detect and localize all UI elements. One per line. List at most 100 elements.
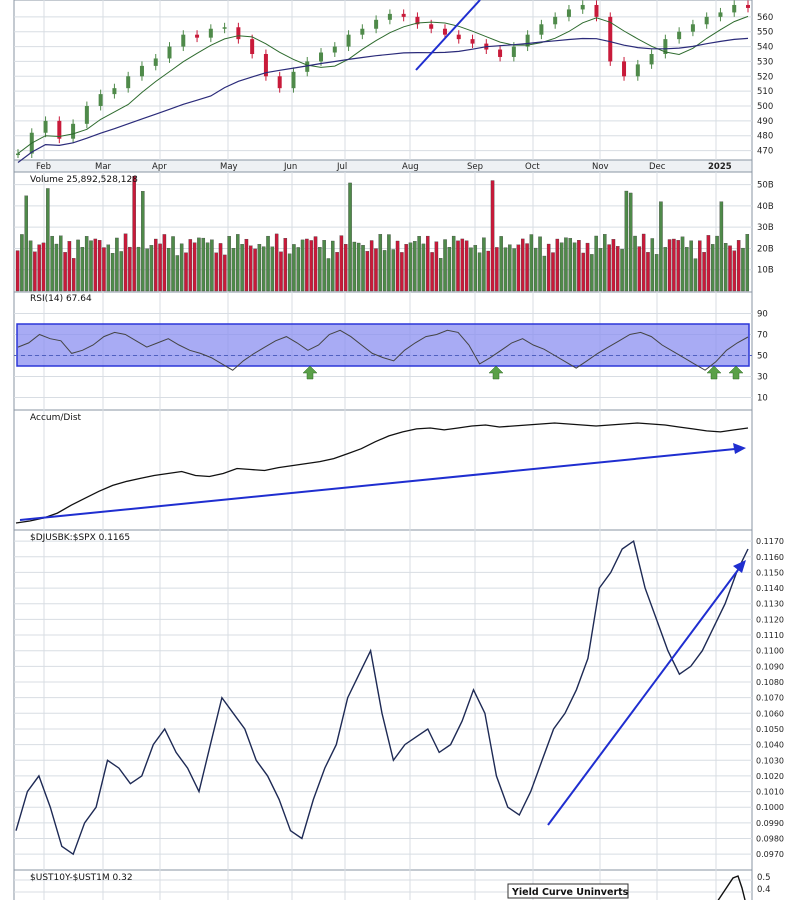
- volume-bar: [728, 245, 732, 292]
- price-candle: [167, 46, 172, 59]
- price-tick-label: 490: [757, 117, 773, 127]
- volume-bar: [650, 238, 655, 292]
- volume-bar: [685, 247, 689, 292]
- volume-bar: [361, 245, 365, 292]
- volume-bar: [607, 244, 611, 292]
- price-tick-label: 510: [757, 87, 773, 97]
- volume-bar: [521, 238, 525, 292]
- volume-bar: [443, 239, 447, 292]
- volume-bar: [218, 243, 223, 292]
- volume-bar: [572, 242, 577, 292]
- price-candle: [470, 39, 475, 44]
- volume-bar: [581, 252, 585, 292]
- price-candle: [401, 13, 406, 17]
- volume-bar: [162, 234, 167, 292]
- volume-bar: [166, 247, 171, 292]
- volume-bar: [624, 190, 629, 292]
- price-tick-label: 530: [757, 57, 773, 67]
- month-label: Jun: [283, 162, 297, 172]
- volume-bar: [84, 236, 89, 292]
- price-candle: [525, 34, 530, 47]
- volume-bar: [231, 248, 236, 292]
- price-candle: [57, 120, 62, 139]
- volume-bar: [710, 244, 715, 292]
- month-label: Apr: [152, 162, 167, 172]
- volume-bar: [188, 239, 193, 292]
- volume-bar: [516, 244, 521, 292]
- volume-bar: [236, 234, 240, 292]
- price-candle: [84, 106, 89, 124]
- volume-bar: [533, 247, 538, 292]
- ratio-tick-label: 0.1060: [756, 709, 784, 718]
- month-label: Jul: [336, 162, 347, 172]
- price-trend-arrow: [415, 0, 481, 71]
- price-candle: [677, 31, 682, 40]
- price-tick-label: 540: [757, 43, 773, 53]
- volume-bar: [274, 233, 279, 292]
- month-label: Mar: [95, 162, 112, 172]
- accum-dist-trend-arrow: [19, 448, 736, 521]
- volume-bar: [283, 238, 288, 292]
- volume-bar: [223, 254, 227, 292]
- volume-bar: [451, 235, 456, 292]
- volume-bar: [261, 246, 266, 292]
- price-tick-label: 560: [757, 13, 773, 23]
- rsi-line: [17, 329, 749, 371]
- yield-line: [714, 875, 746, 905]
- volume-bar: [24, 195, 28, 292]
- volume-bar: [132, 175, 136, 292]
- volume-tick-label: 10B: [757, 266, 774, 276]
- volume-bar: [482, 237, 486, 292]
- volume-bar: [585, 242, 590, 292]
- volume-bar: [71, 258, 76, 292]
- price-candle: [374, 19, 379, 29]
- month-axis: [13, 159, 753, 173]
- volume-bar: [214, 252, 218, 292]
- volume-bar: [408, 242, 413, 292]
- volume-bar: [149, 245, 154, 292]
- volume-bar: [292, 244, 296, 292]
- volume-bar: [279, 251, 283, 292]
- volume-bar: [356, 242, 361, 292]
- price-candle: [16, 153, 20, 156]
- price-candle: [649, 54, 654, 65]
- volume-bar: [404, 244, 408, 292]
- volume-bar: [102, 247, 106, 292]
- volume-bar: [309, 240, 313, 292]
- ratio-tick-label: 0.1070: [756, 694, 784, 703]
- volume-bar: [637, 246, 642, 292]
- volume-bar: [37, 244, 41, 292]
- ratio-tick-label: 0.1040: [756, 741, 784, 750]
- volume-bar: [568, 238, 573, 292]
- volume-bar: [93, 238, 98, 292]
- price-candle: [319, 52, 324, 62]
- yield-tick-label: 0.4: [757, 885, 771, 895]
- ratio-tick-label: 0.1170: [756, 537, 784, 546]
- volume-bar: [706, 235, 711, 292]
- volume-bar: [145, 248, 149, 292]
- volume-bar: [50, 235, 54, 292]
- volume-bar: [227, 236, 231, 292]
- yield-panel: [13, 869, 753, 905]
- volume-bar: [374, 248, 378, 292]
- volume-bar: [244, 238, 249, 292]
- volume-bar: [490, 180, 495, 292]
- price-candle: [746, 4, 750, 8]
- rsi-green-arrow: [728, 365, 744, 380]
- volume-bar: [559, 242, 564, 292]
- volume-bar: [318, 247, 322, 292]
- yield-annotation: Yield Curve Uninverts: [511, 887, 629, 898]
- price-candle: [277, 76, 282, 89]
- volume-bar: [417, 236, 421, 292]
- price-candle: [663, 39, 668, 54]
- volume-bar: [15, 250, 20, 292]
- price-candle: [387, 13, 392, 20]
- rsi-green-arrow: [302, 365, 318, 380]
- volume-bar: [33, 251, 37, 292]
- volume-bar: [456, 240, 460, 292]
- volume-bar: [197, 237, 201, 292]
- price-candle: [181, 34, 186, 47]
- volume-bar: [270, 246, 275, 292]
